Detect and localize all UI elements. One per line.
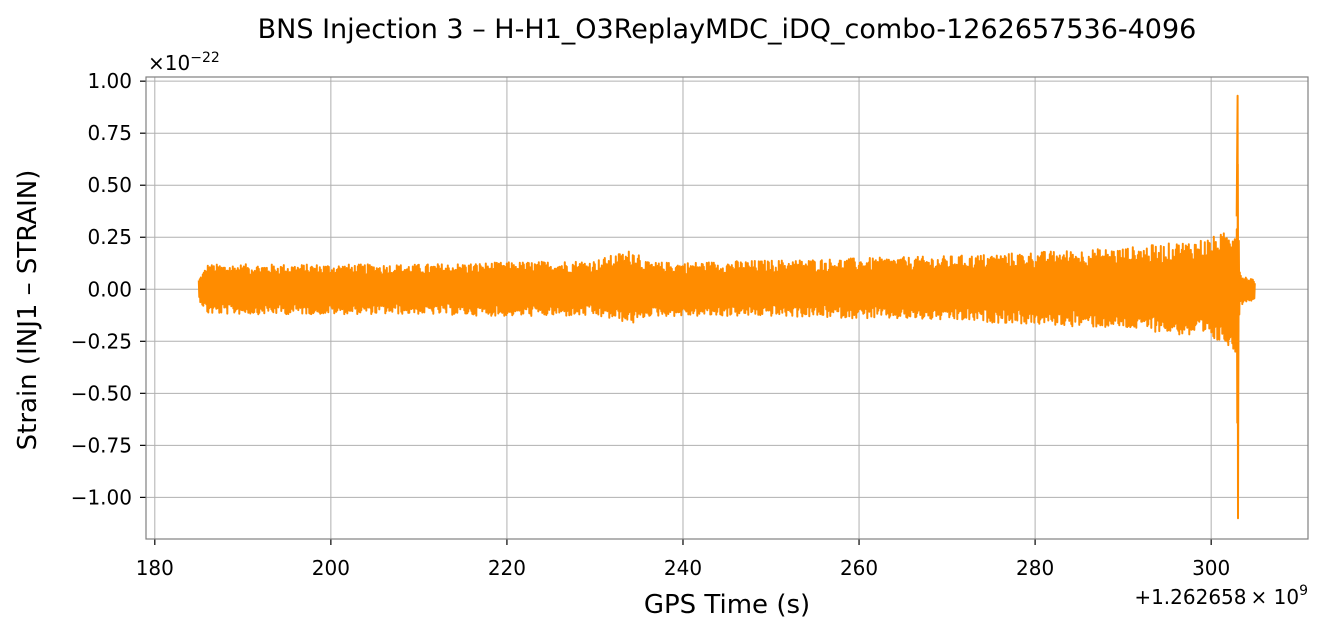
y-tick-label: −1.00 <box>71 485 132 509</box>
y-tick-label: −0.50 <box>71 381 132 405</box>
axis-ticks: 180 200 220 240 260 280 300 −1.00 −0.75 −0.50 −0.2… <box>71 69 1231 580</box>
x-tick-label: 200 <box>312 556 350 580</box>
y-tick-label: 1.00 <box>87 69 132 93</box>
x-tick-label: 240 <box>664 556 702 580</box>
y-scale-label: ×10−22 <box>148 50 220 75</box>
y-tick-label: 0.50 <box>87 173 132 197</box>
y-tick-label: −0.25 <box>71 329 132 353</box>
x-tick-label: 300 <box>1192 556 1230 580</box>
grid-lines <box>146 77 1308 539</box>
x-tick-label: 260 <box>840 556 878 580</box>
x-tick-label: 220 <box>488 556 526 580</box>
y-tick-label: 0.25 <box>87 225 132 249</box>
y-tick-label: 0.75 <box>87 121 132 145</box>
y-tick-label: 0.00 <box>87 277 132 301</box>
strain-series-line <box>197 94 1256 520</box>
x-offset-label: +1.262658 × 109 <box>1134 583 1308 609</box>
chart-title: BNS Injection 3 – H-H1_O3ReplayMDC_iDQ_c… <box>258 14 1197 45</box>
x-tick-label: 180 <box>136 556 174 580</box>
plot-frame <box>145 76 1309 540</box>
x-tick-label: 280 <box>1016 556 1054 580</box>
x-axis-label: GPS Time (s) <box>644 590 810 620</box>
y-tick-label: −0.75 <box>71 433 132 457</box>
y-axis-label: Strain (INJ1 – STRAIN) <box>13 170 43 451</box>
